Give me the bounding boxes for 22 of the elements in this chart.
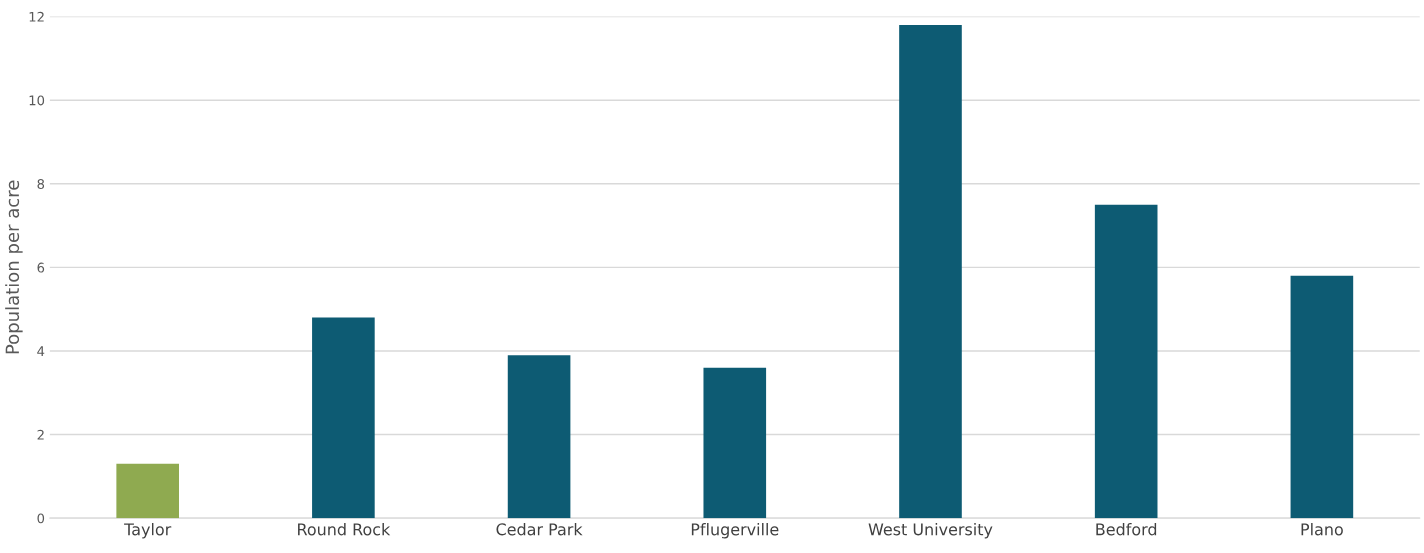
y-tick-label: 4 xyxy=(37,346,45,356)
x-tick-label: Plano xyxy=(1301,523,1343,536)
y-tick-label: 6 xyxy=(37,262,45,273)
y-tick-label: 0 xyxy=(37,513,45,524)
y-axis-title: Population per acre xyxy=(5,180,23,354)
x-tick-label: Round Rock xyxy=(298,523,391,536)
x-tick-label: Cedar Park xyxy=(496,523,583,536)
bar xyxy=(507,355,571,519)
y-tick-label: 10 xyxy=(29,95,45,106)
y-tick-label: 12 xyxy=(29,11,44,22)
bar xyxy=(1094,204,1158,519)
bar xyxy=(703,367,767,519)
x-tick-label: Taylor xyxy=(124,523,172,539)
y-tick-label: 2 xyxy=(37,429,44,440)
x-tick-label: West University xyxy=(868,523,993,539)
bar xyxy=(116,463,179,519)
bar xyxy=(1290,275,1354,519)
bar xyxy=(899,24,962,519)
x-tick-label: Bedford xyxy=(1096,523,1157,536)
x-tick-label: Pflugerville xyxy=(691,523,779,539)
y-tick-label: 8 xyxy=(37,179,45,189)
bar xyxy=(312,317,375,519)
